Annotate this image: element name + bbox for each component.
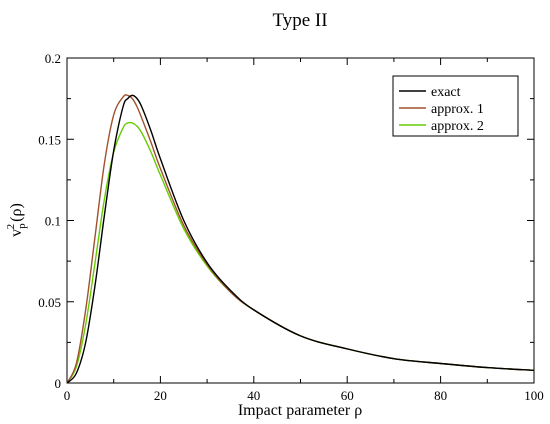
x-axis-ticks: 0 20 40 60 80 100	[64, 58, 544, 403]
legend-box	[392, 75, 519, 137]
legend-label: approx. 2	[431, 119, 484, 134]
x-tick-label: 20	[154, 388, 167, 403]
chart-title: Type II	[272, 10, 327, 31]
y-axis-title: vp2 (ρ)	[5, 203, 28, 237]
series-line-approx-2	[66, 121, 535, 384]
legend-label: approx. 1	[431, 102, 484, 117]
y-axis-title-subscript: p	[16, 223, 28, 229]
y-tick-label: 0.15	[38, 132, 61, 147]
y-tick-label: 0.05	[38, 295, 61, 310]
series-line-exact	[66, 94, 535, 384]
y-axis-title-base: v	[8, 229, 25, 237]
x-tick-label: 100	[524, 388, 544, 403]
series-lines	[66, 94, 535, 384]
y-tick-label: 0.2	[45, 51, 61, 66]
x-axis-title: Impact parameter ρ	[238, 402, 362, 419]
x-tick-label: 60	[341, 388, 354, 403]
legend: exact approx. 1 approx. 2	[392, 75, 519, 137]
y-tick-label: 0	[55, 376, 62, 391]
x-tick-label: 40	[247, 388, 260, 403]
y-axis-title-suffix: (ρ)	[8, 203, 25, 222]
x-tick-label: 80	[434, 388, 447, 403]
y-tick-label: 0.1	[45, 214, 61, 229]
y-axis-ticks: 0 0.05 0.1 0.15 0.2	[38, 51, 534, 391]
series-line-approx-1	[66, 94, 535, 384]
svg-text:vp2(ρ): vp2 (ρ)	[5, 203, 28, 237]
x-tick-label: 0	[64, 388, 71, 403]
y-axis-title-superscript: 2	[5, 224, 17, 230]
legend-label: exact	[431, 85, 461, 100]
